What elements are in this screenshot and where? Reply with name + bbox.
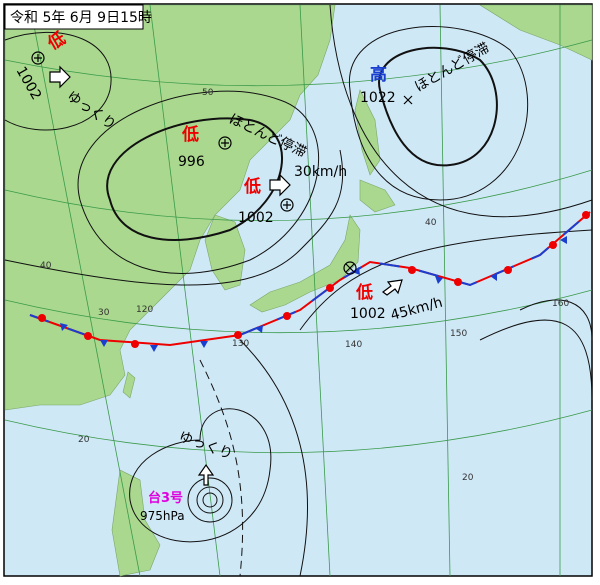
hokkaido xyxy=(359,179,396,213)
grid-label: 50 xyxy=(202,88,214,98)
symbols xyxy=(31,51,413,486)
motion: 30km/h xyxy=(294,164,347,180)
low-mark: 低 xyxy=(243,176,261,197)
japan xyxy=(249,214,361,313)
pressure: 1002 xyxy=(350,306,386,322)
taiwan xyxy=(122,371,136,399)
typhoon-pressure: 975hPa xyxy=(140,509,185,523)
sakhalin-kamchatka xyxy=(354,4,593,176)
high-mark: 高 xyxy=(370,64,387,85)
pressure: 996 xyxy=(178,154,205,170)
grid-label: 40 xyxy=(40,261,52,271)
grid-label: 20 xyxy=(78,435,90,445)
grid-label: 150 xyxy=(450,329,467,339)
pressure: 1022 xyxy=(360,90,396,106)
pressure: 1002 xyxy=(238,210,274,226)
title: 令和 5年 6月 9日15時 xyxy=(10,10,152,26)
grid-label: 30 xyxy=(98,308,110,318)
title-box xyxy=(4,4,144,30)
grid-label: 160 xyxy=(552,299,569,309)
grid-label: 20 xyxy=(462,473,474,483)
isobars xyxy=(4,4,593,577)
stationary-front xyxy=(29,211,591,352)
grid-label: 130 xyxy=(232,339,249,349)
grid-label: 140 xyxy=(345,340,362,350)
philippines xyxy=(111,469,161,577)
low-mark: 低 xyxy=(355,282,373,303)
grid-label: 40 xyxy=(425,218,437,228)
low-mark: 低 xyxy=(181,124,199,145)
grid-label: 120 xyxy=(136,305,153,315)
typhoon-name: 台3号 xyxy=(148,490,183,506)
graticule xyxy=(4,4,593,577)
